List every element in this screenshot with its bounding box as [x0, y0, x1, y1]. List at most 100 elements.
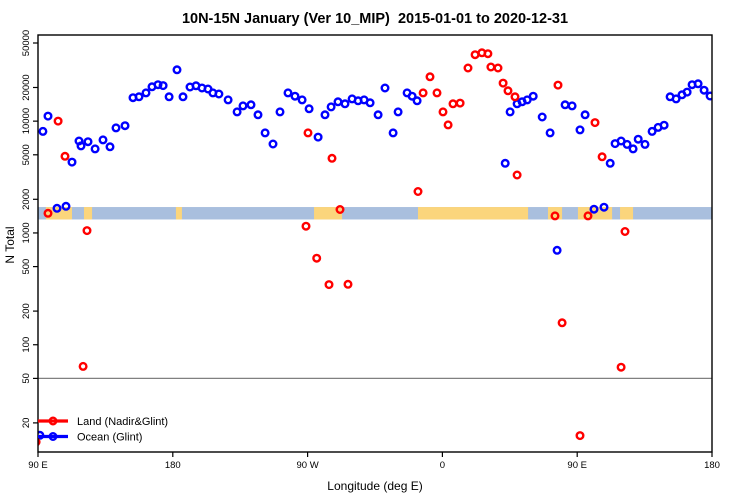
data-point: [52, 203, 62, 213]
data-point: [552, 245, 562, 255]
data-point: [313, 132, 323, 142]
y-tick-label: 100: [21, 337, 32, 353]
data-point: [238, 101, 248, 111]
data-point: [486, 62, 496, 72]
data-point: [432, 88, 442, 98]
legend-marker-ocean: [48, 432, 58, 442]
data-point: [412, 96, 422, 106]
data-point: [380, 83, 390, 93]
data-point: [301, 221, 311, 231]
data-point: [324, 280, 334, 290]
data-point: [605, 158, 615, 168]
map-land-segment: [83, 207, 93, 220]
y-tick-label: 500: [21, 259, 32, 275]
y-tick-label: 10000: [21, 108, 32, 134]
data-point: [682, 87, 692, 97]
data-point: [620, 226, 630, 236]
data-point: [105, 142, 115, 152]
data-point: [333, 97, 343, 107]
x-tick-label: 180: [165, 460, 181, 471]
y-axis-title: N Total: [3, 226, 17, 263]
data-point: [340, 99, 350, 109]
ocean-series-points: [38, 65, 712, 440]
y-tick-label: 20000: [21, 74, 32, 100]
data-point: [557, 318, 567, 328]
world-map-band: [38, 207, 712, 220]
data-point: [98, 135, 108, 145]
data-point: [335, 204, 345, 214]
data-point: [597, 152, 607, 162]
data-point: [640, 139, 650, 149]
data-point: [470, 50, 480, 60]
map-land-segment: [620, 207, 634, 220]
data-point: [283, 88, 293, 98]
data-point: [141, 88, 151, 98]
data-point: [365, 98, 375, 108]
data-point: [560, 100, 570, 110]
data-point: [633, 134, 643, 144]
data-point: [455, 98, 465, 108]
map-land-segment: [417, 207, 529, 220]
data-point: [498, 78, 508, 88]
y-tick-label: 20: [21, 418, 32, 429]
data-point: [580, 110, 590, 120]
data-point: [599, 202, 609, 212]
data-point: [90, 144, 100, 154]
data-point: [373, 110, 383, 120]
data-point: [425, 72, 435, 82]
data-point: [253, 110, 263, 120]
data-point: [407, 91, 417, 101]
data-point: [326, 102, 336, 112]
data-point: [443, 120, 453, 130]
data-point: [448, 99, 458, 109]
y-axis-ticks: 50000 20000 10000 5000 2000 1000 500 200 100 50 20: [21, 30, 38, 428]
data-point: [275, 107, 285, 117]
data-point: [172, 65, 182, 75]
data-point: [418, 88, 428, 98]
land-series-points: [38, 48, 630, 447]
data-point: [134, 92, 144, 102]
y-tick-label: 1000: [21, 222, 32, 243]
map-land-segment: [314, 207, 343, 220]
map-land-segment: [175, 207, 182, 220]
data-point: [589, 204, 599, 214]
y-tick-label: 50: [21, 373, 32, 384]
data-point: [53, 116, 63, 126]
data-point: [111, 123, 121, 133]
data-point: [312, 253, 322, 263]
data-point: [61, 201, 71, 211]
x-tick-label: 90 W: [297, 460, 319, 471]
data-point: [388, 128, 398, 138]
data-point: [463, 63, 473, 73]
x-tick-label: 180: [704, 460, 720, 471]
data-point: [503, 86, 513, 96]
data-point: [647, 126, 657, 136]
data-point: [512, 170, 522, 180]
data-point: [393, 107, 403, 117]
data-point: [232, 107, 242, 117]
data-point: [214, 89, 224, 99]
data-point: [343, 279, 353, 289]
data-point: [505, 107, 515, 117]
data-point: [153, 80, 163, 90]
map-ocean-strip: [38, 207, 712, 220]
legend-marker-land: [48, 416, 58, 426]
data-point: [413, 186, 423, 196]
data-point: [510, 92, 520, 102]
data-point: [304, 104, 314, 114]
x-axis-ticks: 90 E 180 90 W 0 90 E 180: [28, 452, 720, 471]
data-point: [493, 63, 503, 73]
data-point: [575, 125, 585, 135]
x-tick-label: 0: [440, 460, 445, 471]
data-point: [590, 118, 600, 128]
data-point: [616, 362, 626, 372]
data-point: [38, 437, 41, 447]
x-tick-label: 90 E: [567, 460, 587, 471]
data-point: [38, 126, 48, 136]
legend-label-ocean: Ocean (Glint): [77, 432, 142, 444]
data-point: [43, 208, 53, 218]
data-point: [297, 95, 307, 105]
data-point: [500, 158, 510, 168]
